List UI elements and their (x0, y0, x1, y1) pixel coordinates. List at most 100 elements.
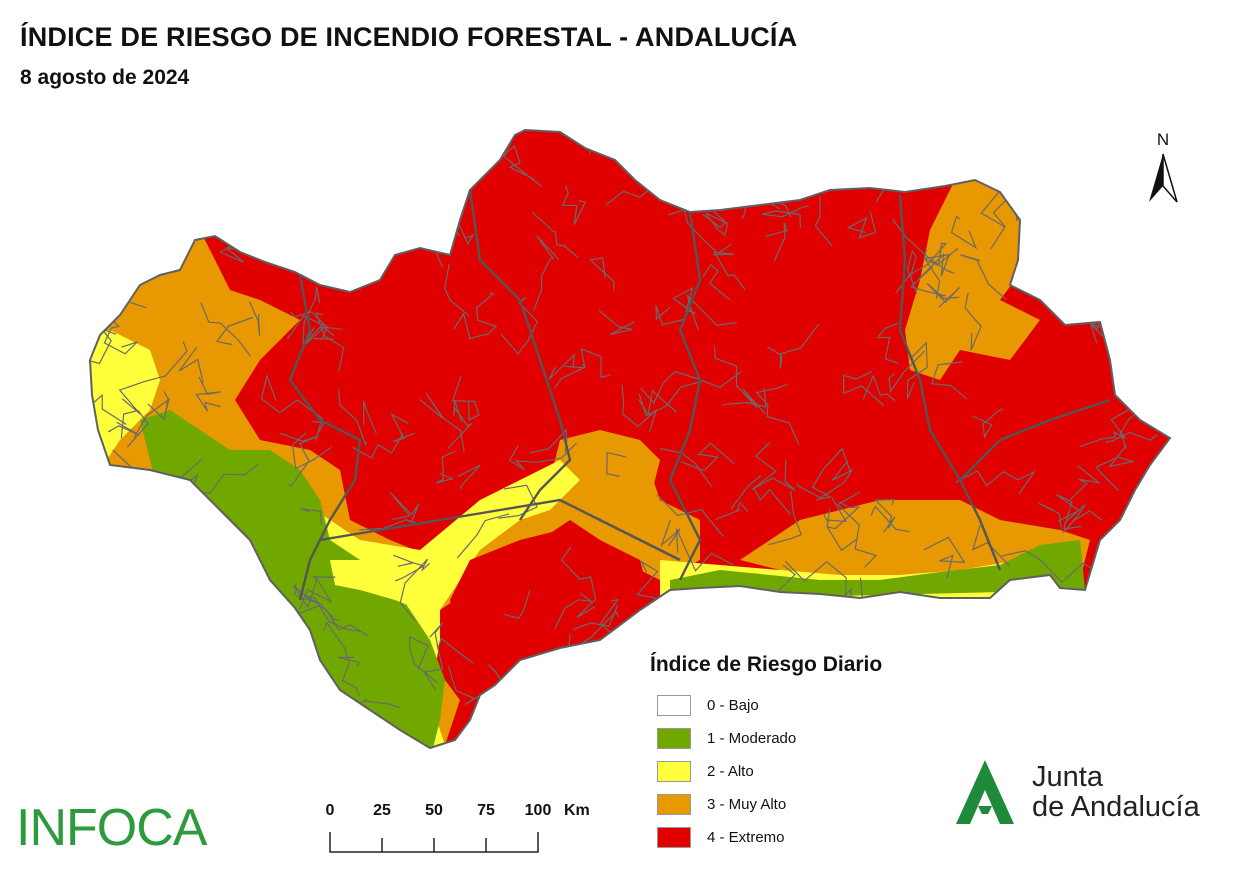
municipal-boundary-line (660, 519, 681, 547)
municipal-boundary-line (234, 159, 284, 191)
municipal-boundary-line (904, 692, 944, 724)
municipal-boundary-line (785, 560, 847, 599)
municipal-boundary-line (972, 408, 1004, 439)
zone-very-high-east (905, 170, 1040, 380)
municipal-boundary-line (888, 350, 926, 394)
north-label: N (1156, 130, 1170, 149)
zone-high-west (90, 330, 160, 470)
municipal-boundary-line (287, 130, 340, 182)
municipal-boundary-line (302, 244, 338, 269)
municipal-boundary-line (636, 559, 659, 599)
municipal-boundary-line (1147, 211, 1170, 248)
municipal-boundary-line (107, 591, 154, 622)
municipal-boundary-line (598, 309, 635, 336)
municipal-boundary-line (1065, 606, 1113, 643)
municipal-boundary-line (399, 558, 430, 622)
municipal-boundary-line (349, 698, 401, 711)
municipal-boundary-line (638, 389, 677, 416)
junta-emblem-icon (956, 760, 1014, 824)
municipal-boundary-line (1060, 219, 1087, 259)
municipal-boundary-line (310, 700, 350, 741)
municipal-boundary-line (389, 492, 420, 524)
municipal-boundary-line (640, 370, 742, 404)
municipal-boundary-line (980, 187, 1006, 250)
municipal-boundary-line (702, 263, 731, 301)
legend-item: 3 - Muy Alto (650, 788, 882, 821)
municipal-boundary-line (178, 347, 204, 384)
municipal-boundary-line (712, 585, 753, 610)
municipal-boundary-line (765, 222, 788, 262)
municipal-boundary-line (561, 185, 587, 225)
municipal-boundary-line (249, 301, 261, 336)
scale-tick-label: 50 (425, 802, 443, 819)
municipal-boundary-line (1047, 161, 1113, 202)
infoca-logo: INFOCA (16, 799, 207, 857)
municipal-boundary-line (299, 144, 325, 165)
municipal-boundary-line (290, 672, 311, 728)
legend-swatch-muy-alto (657, 794, 691, 815)
municipal-boundary-line (161, 510, 200, 540)
scale-unit: Km (564, 802, 590, 819)
municipal-boundary-line (1038, 502, 1062, 530)
municipal-boundary-line (942, 681, 979, 723)
municipal-boundary-line (145, 621, 188, 662)
municipal-boundary-line (564, 347, 611, 378)
municipal-boundary-line (775, 593, 812, 621)
municipal-boundary-line (453, 312, 487, 340)
municipal-boundary-line (606, 451, 627, 478)
scale-bar: 0 25 50 75 100 Km (320, 800, 600, 860)
municipal-boundary-line (732, 594, 746, 636)
municipal-boundary-line (739, 155, 766, 193)
municipal-boundary-line (292, 654, 315, 719)
zone-moderate-south (670, 540, 1085, 600)
municipal-boundary-line (826, 508, 857, 552)
municipal-boundary-line (287, 311, 327, 341)
municipal-boundary-line (1001, 550, 1096, 584)
municipal-boundary-line (987, 638, 1025, 686)
municipal-boundary-line (572, 604, 619, 630)
municipal-boundary-line (554, 592, 594, 630)
municipal-boundary-line (423, 643, 444, 690)
municipal-boundary-line (196, 598, 234, 627)
municipal-boundary-line (323, 171, 374, 203)
municipal-boundary-line (1079, 409, 1129, 448)
municipal-boundary-line (447, 399, 472, 449)
map-title: ÍNDICE DE RIESGO DE INCENDIO FORESTAL - … (20, 22, 798, 52)
municipal-boundary-line (90, 532, 113, 589)
junta-andalucia-logo: Junta de Andalucía (948, 756, 1200, 828)
legend-item: 2 - Alto (650, 755, 882, 788)
municipal-boundary-line (751, 459, 796, 491)
municipal-boundary-line (215, 316, 254, 346)
municipal-boundary-line (656, 137, 683, 161)
zone-extreme-south (450, 530, 650, 670)
municipal-boundary-line (90, 385, 127, 426)
municipal-boundary-line (895, 242, 959, 294)
municipal-boundary-line (444, 263, 470, 317)
municipal-boundary-line (533, 235, 560, 311)
zone-very-high-center (550, 430, 660, 520)
junta-line-1: Junta (1032, 761, 1103, 793)
legend-label: 4 - Extremo (707, 829, 785, 846)
municipal-boundary-line (1062, 503, 1103, 534)
municipal-boundary-line (270, 664, 299, 690)
municipal-boundary-line (942, 692, 982, 703)
municipal-boundary-line (796, 460, 854, 499)
municipal-boundary-line (909, 266, 947, 297)
scale-bar-graphic (329, 832, 539, 853)
municipal-boundary-line (334, 708, 362, 735)
municipal-boundary-line (531, 211, 579, 258)
municipal-boundary-line (667, 209, 732, 254)
municipal-boundary-line (876, 322, 899, 364)
municipal-boundary-line (246, 161, 273, 183)
municipal-boundary-line (870, 505, 910, 533)
municipal-boundary-line (352, 130, 397, 168)
municipal-boundary-line (955, 470, 1037, 495)
scale-tick-label: 100 (524, 802, 552, 819)
municipal-boundary-line (206, 648, 270, 686)
municipal-boundary-line (728, 608, 764, 645)
municipal-boundary-line (898, 130, 929, 156)
municipal-boundary-line (202, 661, 234, 685)
municipal-boundary-line (842, 370, 885, 406)
legend-title: Índice de Riesgo Diario (650, 653, 883, 676)
